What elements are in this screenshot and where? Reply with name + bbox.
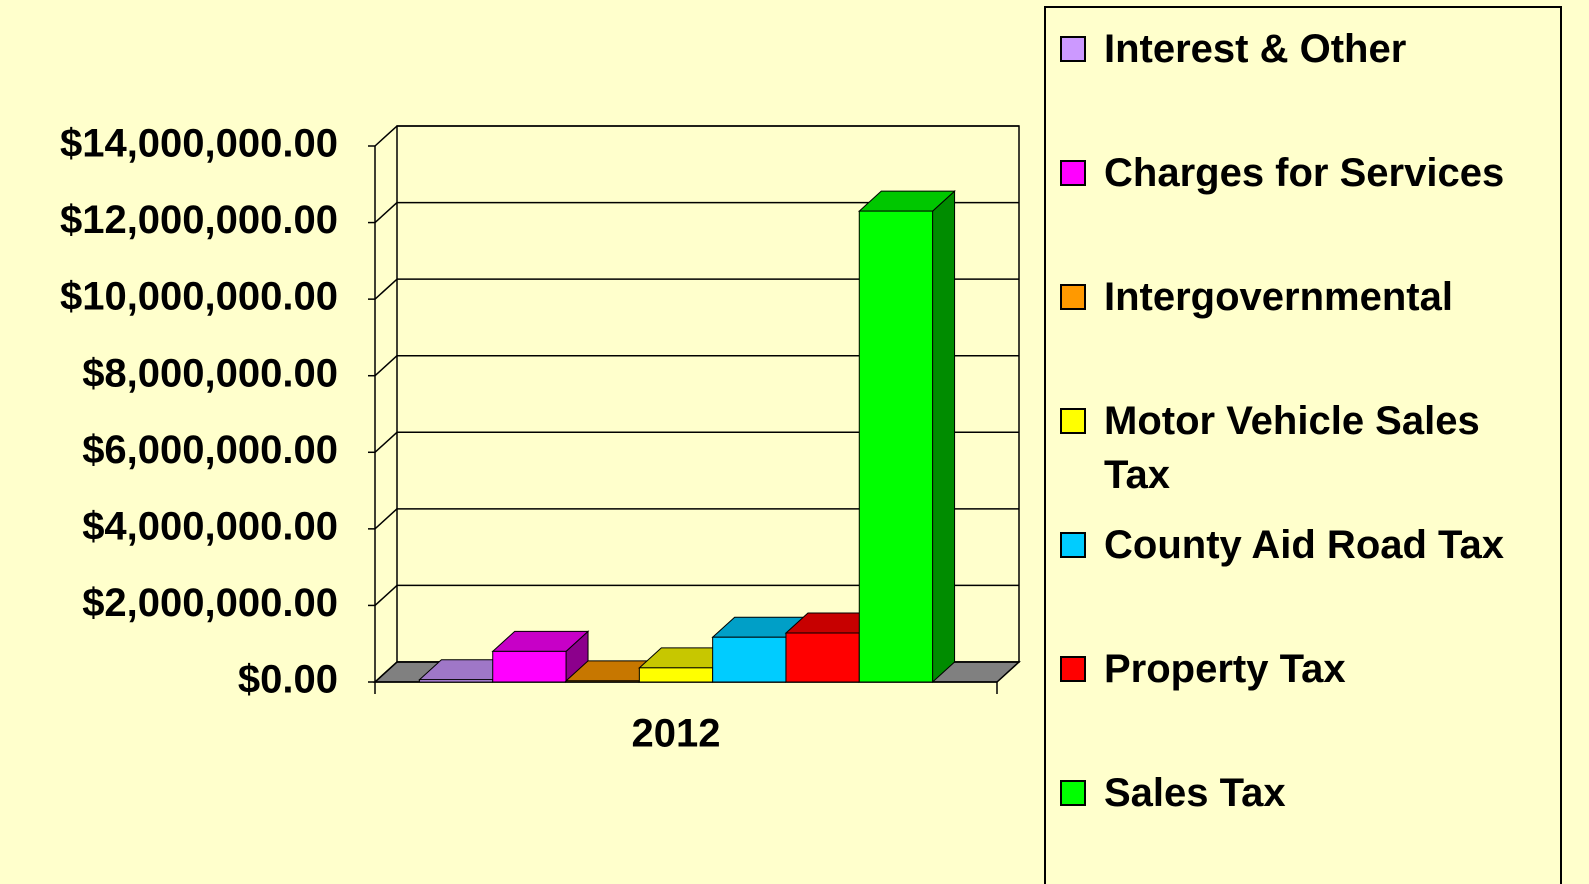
grid-line-side <box>374 661 398 683</box>
bar <box>785 632 860 683</box>
y-tick-label: $8,000,000.00 <box>82 351 338 395</box>
y-tick-label: $10,000,000.00 <box>60 275 338 319</box>
legend-label: Motor Vehicle Sales Tax <box>1104 399 1480 497</box>
bar <box>638 667 714 683</box>
bar-side <box>932 189 956 684</box>
legend-item: Charges for Services <box>1060 146 1530 200</box>
x-tick-label: 2012 <box>632 712 721 756</box>
bar <box>418 679 494 683</box>
legend-item: Property Tax <box>1060 642 1530 696</box>
legend-item: Interest & Other <box>1060 22 1530 76</box>
y-tick-label: $14,000,000.00 <box>60 122 338 166</box>
legend-swatch <box>1060 36 1086 62</box>
legend-label: Sales Tax <box>1104 771 1286 815</box>
legend-label: Property Tax <box>1104 647 1346 691</box>
legend-item: Motor Vehicle Sales Tax <box>1060 394 1530 502</box>
legend-label: Interest & Other <box>1104 27 1407 71</box>
legend-label: Charges for Services <box>1104 151 1505 195</box>
grid-line-side <box>374 202 398 224</box>
legend-swatch <box>1060 284 1086 310</box>
y-tick-label: $4,000,000.00 <box>82 504 338 548</box>
chart: $0.00 $2,000,000.00 $4,000,000.00 $6,000,00… <box>60 122 1021 756</box>
grid-line-side <box>374 355 398 377</box>
y-tick-label: $0.00 <box>238 658 338 702</box>
legend-swatch <box>1060 160 1086 186</box>
y-tick-label: $6,000,000.00 <box>82 428 338 472</box>
legend-item: Intergovernmental <box>1060 270 1530 324</box>
bar <box>565 680 640 683</box>
legend-item: County Aid Road Tax <box>1060 518 1530 572</box>
grid-line-side <box>374 125 398 147</box>
y-tick-label: $2,000,000.00 <box>82 581 338 625</box>
bar <box>712 636 787 683</box>
grid-line-side <box>374 584 398 606</box>
legend-label: Intergovernmental <box>1104 275 1453 319</box>
legend-label: County Aid Road Tax <box>1104 523 1504 567</box>
bar <box>492 650 567 683</box>
legend-swatch <box>1060 532 1086 558</box>
legend-item: Sales Tax <box>1060 766 1530 820</box>
legend-swatch <box>1060 780 1086 806</box>
legend-swatch <box>1060 656 1086 682</box>
grid-line-side <box>374 508 398 530</box>
legend: Interest & Other Charges for Services Inte… <box>1044 6 1562 884</box>
bar <box>858 210 934 683</box>
grid-line-side <box>374 431 398 453</box>
y-tick-label: $12,000,000.00 <box>60 198 338 242</box>
legend-swatch <box>1060 408 1086 434</box>
grid-line-side <box>374 278 398 300</box>
